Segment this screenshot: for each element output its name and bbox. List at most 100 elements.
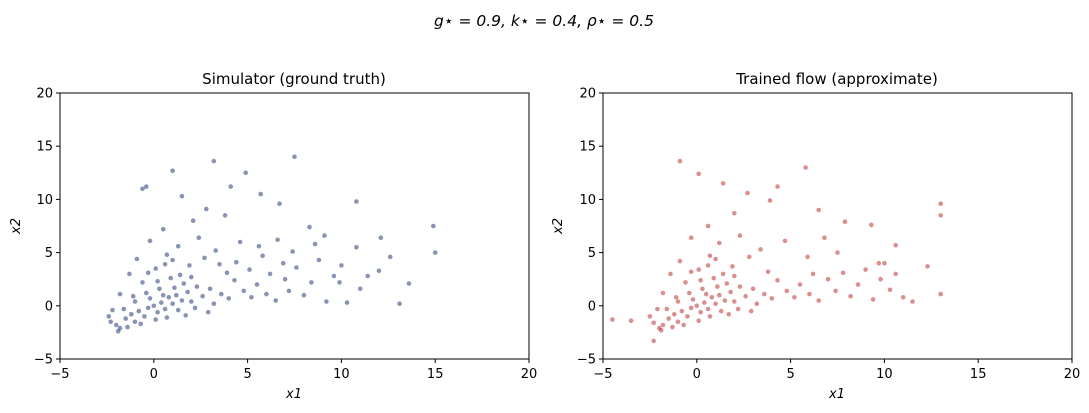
scatter-point — [688, 269, 694, 275]
scatter-point — [651, 338, 656, 344]
scatter-point — [145, 305, 151, 311]
scatter-point — [179, 298, 185, 303]
left-x-tick-label: 15 — [427, 367, 444, 382]
scatter-point — [754, 301, 760, 307]
scatter-point — [185, 289, 190, 295]
left-y-tick-label: 10 — [36, 193, 53, 208]
left-x-tick-label: 5 — [243, 367, 251, 382]
scatter-point — [900, 295, 906, 300]
scatter-point — [316, 257, 322, 263]
scatter-point — [750, 286, 756, 292]
scatter-point — [179, 193, 185, 199]
scatter-point — [698, 278, 703, 283]
scatter-point — [132, 319, 138, 325]
scatter-point — [664, 306, 670, 312]
scatter-point — [769, 296, 775, 301]
scatter-point — [720, 181, 726, 186]
scatter-point — [702, 300, 707, 305]
scatter-point — [249, 295, 254, 300]
scatter-point — [106, 314, 112, 319]
scatter-point — [728, 289, 733, 295]
right-panel: Trained flow (approximate) −5 0 5 10 15 20 −5 0… — [551, 70, 1080, 402]
scatter-point — [696, 171, 701, 177]
scatter-point — [153, 317, 158, 322]
scatter-point — [159, 300, 164, 305]
scatter-point — [762, 291, 767, 297]
scatter-point — [337, 280, 342, 285]
scatter-point — [211, 158, 217, 164]
scatter-point — [775, 278, 780, 283]
scatter-point — [277, 201, 282, 206]
scatter-point — [166, 295, 172, 300]
scatter-point — [863, 267, 868, 272]
scatter-point — [876, 260, 882, 266]
scatter-point — [698, 309, 703, 315]
scatter-point — [247, 267, 252, 272]
scatter-point — [376, 268, 382, 274]
scatter-point — [144, 290, 149, 296]
scatter-point — [144, 184, 149, 189]
scatter-point — [711, 275, 716, 281]
scatter-point — [275, 237, 280, 243]
scatter-point — [127, 271, 132, 277]
scatter-point — [688, 305, 694, 311]
scatter-point — [181, 281, 187, 286]
scatter-point — [204, 206, 209, 212]
scatter-point — [938, 213, 943, 218]
scatter-point — [679, 308, 685, 314]
scatter-point — [705, 306, 711, 312]
scatter-point — [114, 322, 119, 328]
scatter-point — [354, 245, 359, 250]
right-y-tick-label: 10 — [579, 193, 596, 208]
scatter-point — [743, 293, 748, 299]
scatter-point — [121, 306, 127, 312]
scatter-point — [286, 288, 292, 294]
scatter-point — [690, 297, 696, 302]
right-y-tick-label: 15 — [579, 140, 596, 155]
scatter-point — [882, 260, 887, 266]
scatter-point — [110, 307, 115, 313]
scatter-point — [132, 299, 138, 304]
scatter-point — [675, 299, 681, 304]
right-x-tick-label: 20 — [1064, 367, 1081, 382]
scatter-point — [737, 284, 743, 289]
scatter-point — [147, 296, 153, 301]
right-axis-ticks: −5 0 5 10 15 20 −5 0 5 10 15 20 — [577, 87, 1080, 383]
scatter-point — [170, 257, 175, 263]
right-x-axis-label: x1 — [828, 387, 845, 402]
scatter-point — [207, 286, 213, 292]
scatter-point — [842, 219, 848, 224]
scatter-point — [147, 238, 153, 244]
left-axes-frame — [59, 92, 530, 360]
scatter-point — [732, 273, 737, 279]
scatter-point — [893, 271, 898, 277]
scatter-point — [803, 165, 808, 170]
scatter-point — [219, 291, 224, 297]
scatter-point — [840, 270, 846, 276]
scatter-point — [312, 241, 318, 247]
scatter-point — [925, 264, 930, 269]
scatter-point — [365, 273, 371, 279]
scatter-point — [155, 279, 160, 284]
scatter-point — [241, 288, 247, 294]
scatter-point — [192, 305, 198, 311]
scatter-point — [292, 154, 297, 160]
scatter-point — [256, 243, 262, 249]
left-scatter-points — [106, 154, 438, 334]
scatter-point — [748, 308, 754, 314]
scatter-point — [700, 286, 705, 292]
scatter-point — [670, 324, 675, 330]
scatter-point — [168, 275, 173, 281]
scatter-point — [687, 290, 692, 296]
scatter-point — [196, 235, 202, 240]
scatter-point — [658, 328, 664, 333]
scatter-point — [164, 315, 170, 320]
scatter-point — [237, 239, 243, 245]
right-x-tick-label: −5 — [593, 367, 612, 382]
right-y-tick-label: 0 — [588, 299, 596, 314]
right-y-tick-label: 5 — [588, 246, 596, 261]
scatter-point — [294, 265, 299, 270]
scatter-point — [344, 300, 350, 305]
scatter-point — [301, 292, 307, 298]
scatter-point — [170, 168, 175, 173]
